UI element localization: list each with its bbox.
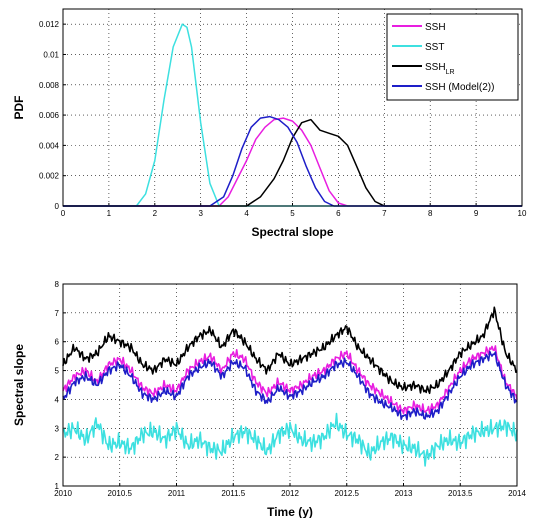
- y-tick-label: 6: [55, 338, 60, 347]
- series-line-2: [62, 306, 518, 395]
- x-tick-label: 4: [244, 209, 249, 218]
- x-axis-label: Time (y): [267, 505, 313, 518]
- pdf-chart: 0 1 2 3 4 5 6 7 8 9 10 0 0.002 0.004 0.006 0.008 0.01 0.0…: [12, 8, 527, 239]
- x-tick-label: 10: [518, 209, 527, 218]
- y-tick-label: 0.008: [39, 81, 60, 90]
- legend: SSH SST SSHLR SSH (Model(2)): [386, 13, 519, 101]
- plot-frame: [62, 8, 523, 207]
- series-line-2: [63, 118, 522, 207]
- x-tick-label: 3: [198, 209, 203, 218]
- x-tick-label: 2014: [508, 489, 526, 498]
- series-line-3: [62, 350, 518, 421]
- y-tick-label: 4: [55, 395, 60, 404]
- time-series-chart: 2010 2010.5 2011 2011.5 2012 2012.5 2013 2013.5…: [12, 280, 526, 518]
- y-tick-label: 0.004: [39, 141, 60, 150]
- x-tick-label: 1: [107, 209, 112, 218]
- x-tick-label: 5: [290, 209, 295, 218]
- y-axis-label: PDF: [12, 96, 26, 120]
- x-tick-label: 2012: [281, 489, 299, 498]
- x-tick-label: 2010.5: [108, 489, 133, 498]
- x-tick-label: 2010: [54, 489, 72, 498]
- series-line-1: [62, 412, 518, 467]
- series-line-0: [63, 117, 522, 207]
- x-tick-label: 0: [61, 209, 66, 218]
- series-line-1: [63, 23, 522, 207]
- y-tick-label: 3: [55, 424, 60, 433]
- x-tick-label: 2012.5: [335, 489, 360, 498]
- x-tick-label: 2011: [168, 489, 186, 498]
- legend-entry-2: SSHLR: [425, 62, 455, 76]
- y-tick-label: 0.002: [39, 172, 60, 181]
- x-tick-label: 7: [382, 209, 387, 218]
- y-tick-label: 0.01: [43, 50, 59, 59]
- x-tick-label: 2: [153, 209, 158, 218]
- x-tick-label: 2013: [395, 489, 413, 498]
- y-tick-label: 8: [55, 280, 60, 289]
- legend-entry-3: SSH (Model(2)): [425, 82, 494, 93]
- y-tick-label: 0.012: [39, 20, 60, 29]
- x-axis-label: Spectral slope: [251, 225, 333, 239]
- plot-frame: [62, 283, 518, 487]
- y-tick-label: 1: [55, 482, 60, 491]
- y-tick-label: 2: [55, 453, 60, 462]
- y-tick-label: 0.006: [39, 111, 60, 120]
- legend-entry-0: SSH: [425, 22, 446, 33]
- x-tick-label: 6: [336, 209, 341, 218]
- y-tick-label: 7: [55, 309, 60, 318]
- legend-entry-1: SST: [425, 42, 444, 53]
- x-tick-label: 9: [474, 209, 479, 218]
- y-tick-label: 5: [55, 367, 60, 376]
- y-tick-label: 0: [55, 202, 60, 211]
- x-tick-label: 8: [428, 209, 433, 218]
- x-tick-label: 2011.5: [221, 489, 245, 498]
- series-line-0: [62, 345, 518, 415]
- legend-subscript: LR: [446, 69, 455, 76]
- series-line-3: [63, 115, 522, 207]
- y-axis-label: Spectral slope: [12, 344, 26, 426]
- x-tick-label: 2013.5: [448, 489, 473, 498]
